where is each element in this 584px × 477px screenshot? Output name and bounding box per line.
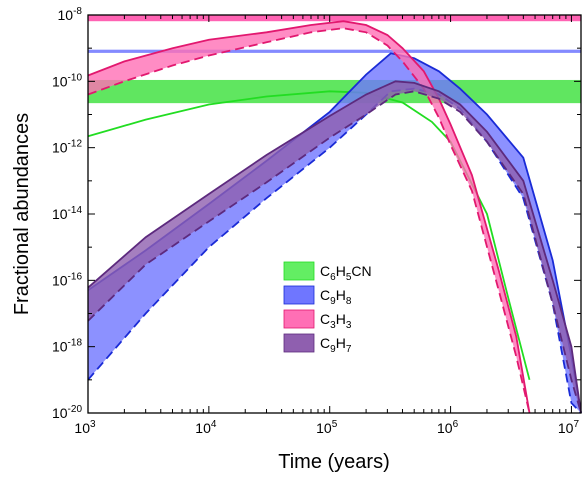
legend-label-c9h7: C9H7 — [320, 335, 352, 355]
axis-ticks — [87, 14, 581, 414]
y-tick-label: 10-8 — [58, 6, 83, 23]
series-plot — [87, 20, 582, 414]
legend-swatch-c9h7 — [283, 333, 315, 353]
x-tick-label: 103 — [74, 419, 96, 436]
legend-swatch-c9h8 — [283, 285, 315, 305]
x-axis-title: Time (years) — [278, 451, 389, 473]
y-tick-label: 10-14 — [52, 205, 82, 222]
legend-swatch-c3h3 — [283, 309, 315, 329]
tick-labels: 103 104 105 106 107 10-20 10-18 10-16 10-14 10-12… — [52, 6, 579, 436]
y-tick-label: 10-12 — [52, 139, 82, 156]
y-tick-label: 10-18 — [52, 338, 82, 355]
x-tick-label: 107 — [558, 419, 580, 436]
legend: C6H5CN C9H8 C3H3 C9H7 — [283, 261, 372, 355]
legend-label-c9h8: C9H8 — [320, 287, 352, 307]
observed-band-c9h8 — [88, 49, 581, 53]
legend-label-c6h5cn: C6H5CN — [320, 263, 372, 283]
y-axis-title: Fractional abundances — [11, 113, 33, 315]
band-fill-c9h7 — [88, 81, 581, 414]
band-lower-line-c3h3 — [87, 27, 531, 414]
y-tick-label: 10-10 — [52, 72, 82, 89]
y-tick-label: 10-20 — [52, 404, 82, 421]
band-upper-line-c9h7 — [87, 80, 582, 414]
band-upper-line-c3h3 — [87, 20, 531, 414]
observed-band-c3h3 — [88, 15, 581, 22]
y-tick-label: 10-16 — [52, 271, 82, 288]
legend-swatch-c6h5cn — [283, 261, 315, 281]
x-tick-label: 106 — [437, 419, 459, 436]
band-fill-c3h3 — [88, 21, 530, 413]
legend-label-c3h3: C3H3 — [320, 311, 352, 331]
band-lower-line-c9h7 — [87, 90, 582, 414]
x-tick-label: 105 — [316, 419, 338, 436]
x-tick-label: 104 — [195, 419, 217, 436]
